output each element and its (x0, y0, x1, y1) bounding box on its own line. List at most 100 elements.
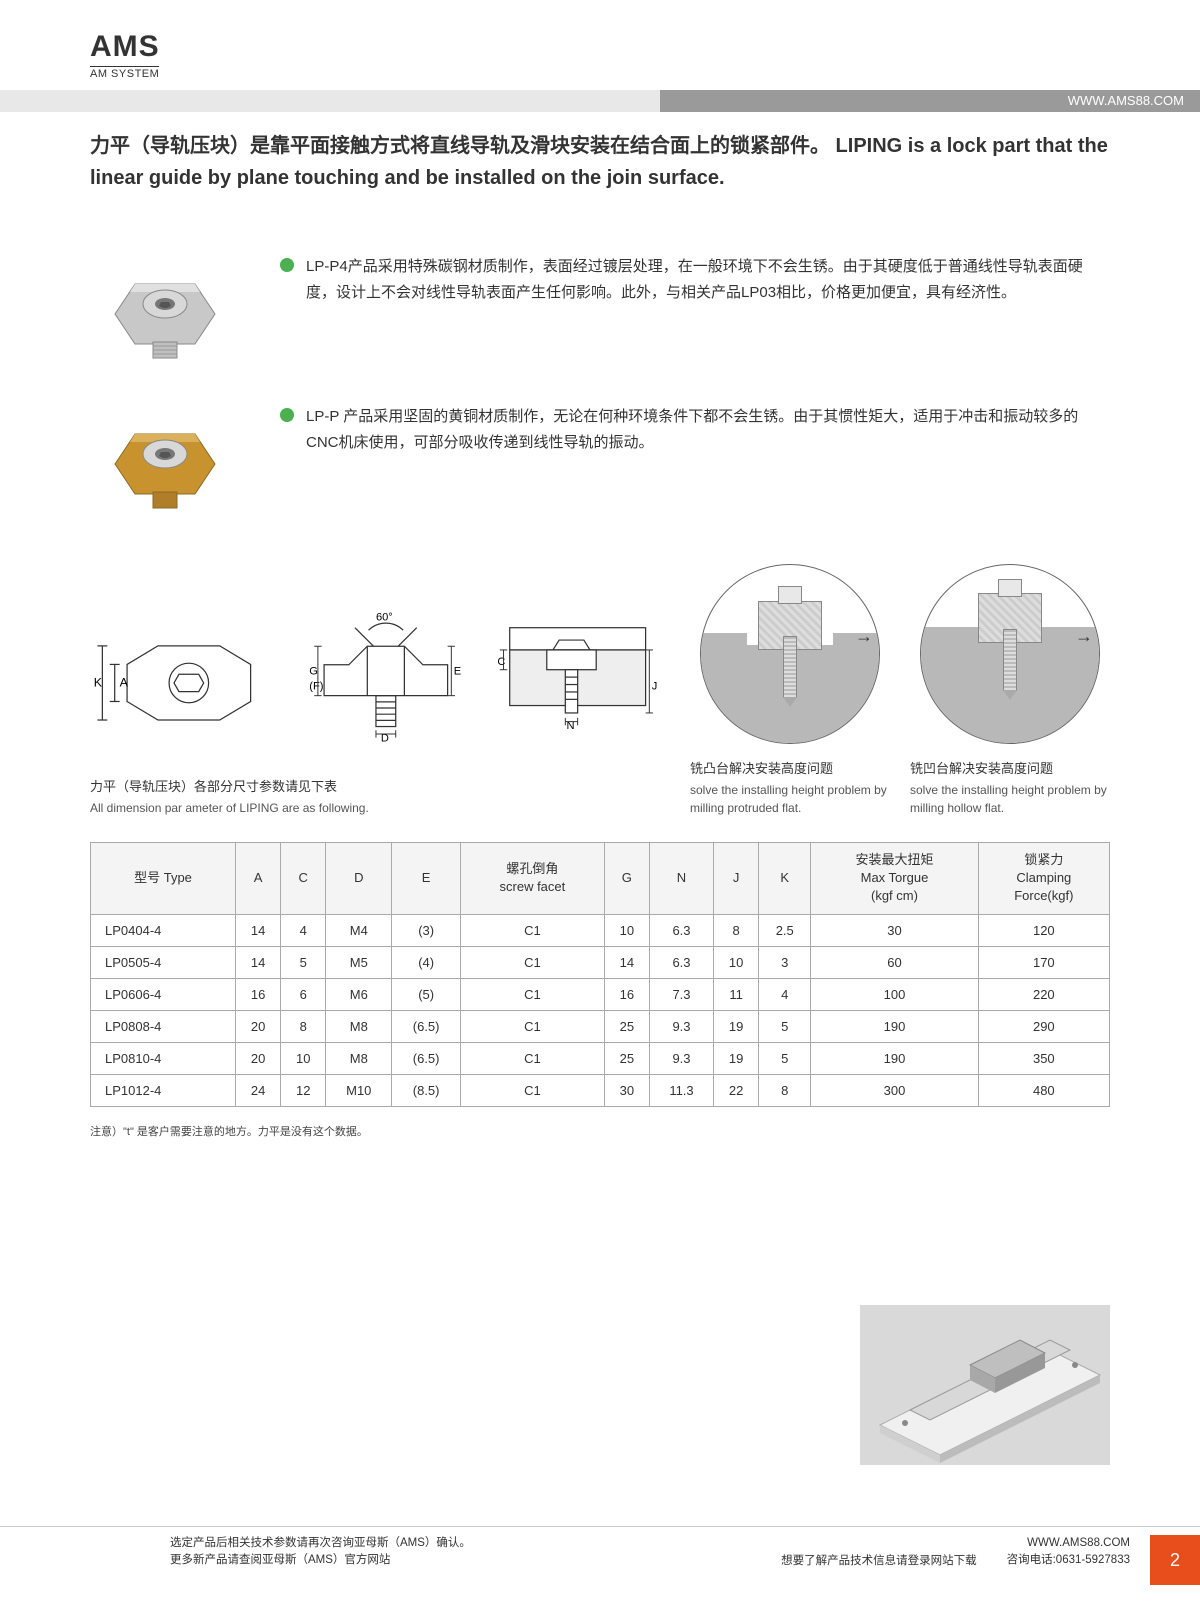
th-torque: 安装最大扭矩 Max Torgue (kgf cm) (811, 843, 978, 915)
table-cell: 6 (281, 978, 326, 1010)
table-cell: C1 (461, 946, 605, 978)
technical-drawings: K A (90, 603, 670, 817)
table-cell: (5) (392, 978, 461, 1010)
table-cell: 8 (714, 914, 759, 946)
table-cell: 9.3 (649, 1010, 713, 1042)
table-header-row: 型号 Type A C D E 螺孔倒角 screw facet G N J K… (91, 843, 1110, 915)
tech-draw-assembly: C J N (485, 603, 670, 756)
th-e: E (392, 843, 461, 915)
table-cell: C1 (461, 1010, 605, 1042)
table-cell: 5 (759, 1010, 811, 1042)
table-cell: 2.5 (759, 914, 811, 946)
header: AMS AM SYSTEM (90, 30, 1110, 82)
mill-protrude-en: solve the installing height problem by m… (690, 781, 890, 817)
product-row-brass: LP-P 产品采用坚固的黄铜材质制作，无论在何种环境条件下都不会生锈。由于其惯性… (90, 404, 1110, 524)
table-cell: M8 (326, 1042, 392, 1074)
table-cell: M5 (326, 946, 392, 978)
label-K: K (94, 676, 103, 690)
table-cell: M8 (326, 1010, 392, 1042)
table-cell: LP0808-4 (91, 1010, 236, 1042)
th-k: K (759, 843, 811, 915)
table-cell: 350 (978, 1042, 1109, 1074)
label-C: C (497, 656, 505, 668)
table-cell: 8 (759, 1074, 811, 1106)
label-G: G (310, 665, 319, 677)
table-cell: 290 (978, 1010, 1109, 1042)
footer-phone: 咨询电话:0631-5927833 (1007, 1552, 1130, 1569)
mill-protrude-diagram: → 铣凸台解决安装高度问题 solve the installing heigh… (690, 564, 890, 817)
mill-hollow-en: solve the installing height problem by m… (910, 781, 1110, 817)
table-cell: C1 (461, 1042, 605, 1074)
footer-right: WWW.AMS88.COM 咨询电话:0631-5927833 (1007, 1535, 1130, 1570)
th-facet: 螺孔倒角 screw facet (461, 843, 605, 915)
table-cell: C1 (461, 914, 605, 946)
table-cell: 6.3 (649, 914, 713, 946)
desc-text-steel: LP-P4产品采用特殊碳钢材质制作，表面经过镀层处理，在一般环境下不会生锈。由于… (306, 254, 1110, 305)
hex-nut-steel-icon (105, 264, 225, 364)
table-cell: C1 (461, 978, 605, 1010)
th-a: A (236, 843, 281, 915)
page-title: 力平（导轨压块）是靠平面接触方式将直线导轨及滑块安装在结合面上的锁紧部件。 LI… (90, 130, 1110, 194)
table-cell: 25 (604, 1042, 649, 1074)
mill-protrude-cn: 铣凸台解决安装高度问题 (690, 758, 890, 777)
table-cell: 19 (714, 1042, 759, 1074)
product-image-brass (90, 404, 240, 524)
table-cell: (6.5) (392, 1042, 461, 1074)
label-F: (F) (310, 680, 324, 692)
table-note: 注意）"t" 是客户需要注意的地方。力平是没有这个数据。 (90, 1123, 1110, 1139)
label-J: J (651, 680, 657, 692)
table-cell: 4 (759, 978, 811, 1010)
th-g: G (604, 843, 649, 915)
footer-url: WWW.AMS88.COM (1007, 1535, 1130, 1552)
table-cell: LP0810-4 (91, 1042, 236, 1074)
table-cell: M6 (326, 978, 392, 1010)
logo-main: AMS (90, 30, 1110, 64)
page-footer: 选定产品后相关技术参数请再次咨询亚母斯（AMS）确认。 更多新产品请查阅亚母斯（… (0, 1526, 1200, 1585)
table-row: LP0808-4208M8(6.5)C1259.3195190290 (91, 1010, 1110, 1042)
label-A: A (120, 676, 129, 690)
table-cell: 10 (281, 1042, 326, 1074)
th-d: D (326, 843, 392, 915)
table-cell: 14 (236, 946, 281, 978)
table-cell: LP0505-4 (91, 946, 236, 978)
table-cell: 480 (978, 1074, 1109, 1106)
table-cell: 30 (811, 914, 978, 946)
diagrams-section: K A (90, 564, 1110, 817)
bullet-icon (280, 258, 294, 272)
table-row: LP0606-4166M6(5)C1167.3114100220 (91, 978, 1110, 1010)
table-cell: 3 (759, 946, 811, 978)
arrow-icon: → (855, 626, 873, 647)
dim-caption-cn: 力平（导轨压块）各部分尺寸参数请见下表 (90, 776, 670, 795)
spec-table: 型号 Type A C D E 螺孔倒角 screw facet G N J K… (90, 842, 1110, 1107)
table-row: LP1012-42412M10(8.5)C13011.3228300480 (91, 1074, 1110, 1106)
table-cell: LP1012-4 (91, 1074, 236, 1106)
table-cell: 60 (811, 946, 978, 978)
th-type: 型号 Type (91, 843, 236, 915)
rail-illustration (860, 1305, 1110, 1465)
table-row: LP0404-4144M4(3)C1106.382.530120 (91, 914, 1110, 946)
table-cell: 120 (978, 914, 1109, 946)
mill-hollow-diagram: → 铣凹台解决安装高度问题 solve the installing heigh… (910, 564, 1110, 817)
table-cell: 100 (811, 978, 978, 1010)
table-cell: (3) (392, 914, 461, 946)
table-cell: (8.5) (392, 1074, 461, 1106)
table-cell: 8 (281, 1010, 326, 1042)
table-row: LP0505-4145M5(4)C1146.310360170 (91, 946, 1110, 978)
table-cell: 25 (604, 1010, 649, 1042)
dim-caption-en: All dimension par ameter of LIPING are a… (90, 799, 670, 817)
footer-left: 选定产品后相关技术参数请再次咨询亚母斯（AMS）确认。 更多新产品请查阅亚母斯（… (170, 1535, 741, 1570)
table-cell: 14 (604, 946, 649, 978)
table-cell: 24 (236, 1074, 281, 1106)
table-cell: 19 (714, 1010, 759, 1042)
table-cell: 7.3 (649, 978, 713, 1010)
desc-text-brass: LP-P 产品采用坚固的黄铜材质制作，无论在何种环境条件下都不会生锈。由于其惯性… (306, 404, 1110, 455)
table-cell: 5 (759, 1042, 811, 1074)
table-cell: 14 (236, 914, 281, 946)
th-c: C (281, 843, 326, 915)
table-cell: 10 (604, 914, 649, 946)
table-cell: 9.3 (649, 1042, 713, 1074)
th-n: N (649, 843, 713, 915)
table-cell: 22 (714, 1074, 759, 1106)
table-cell: M10 (326, 1074, 392, 1106)
table-cell: (6.5) (392, 1010, 461, 1042)
